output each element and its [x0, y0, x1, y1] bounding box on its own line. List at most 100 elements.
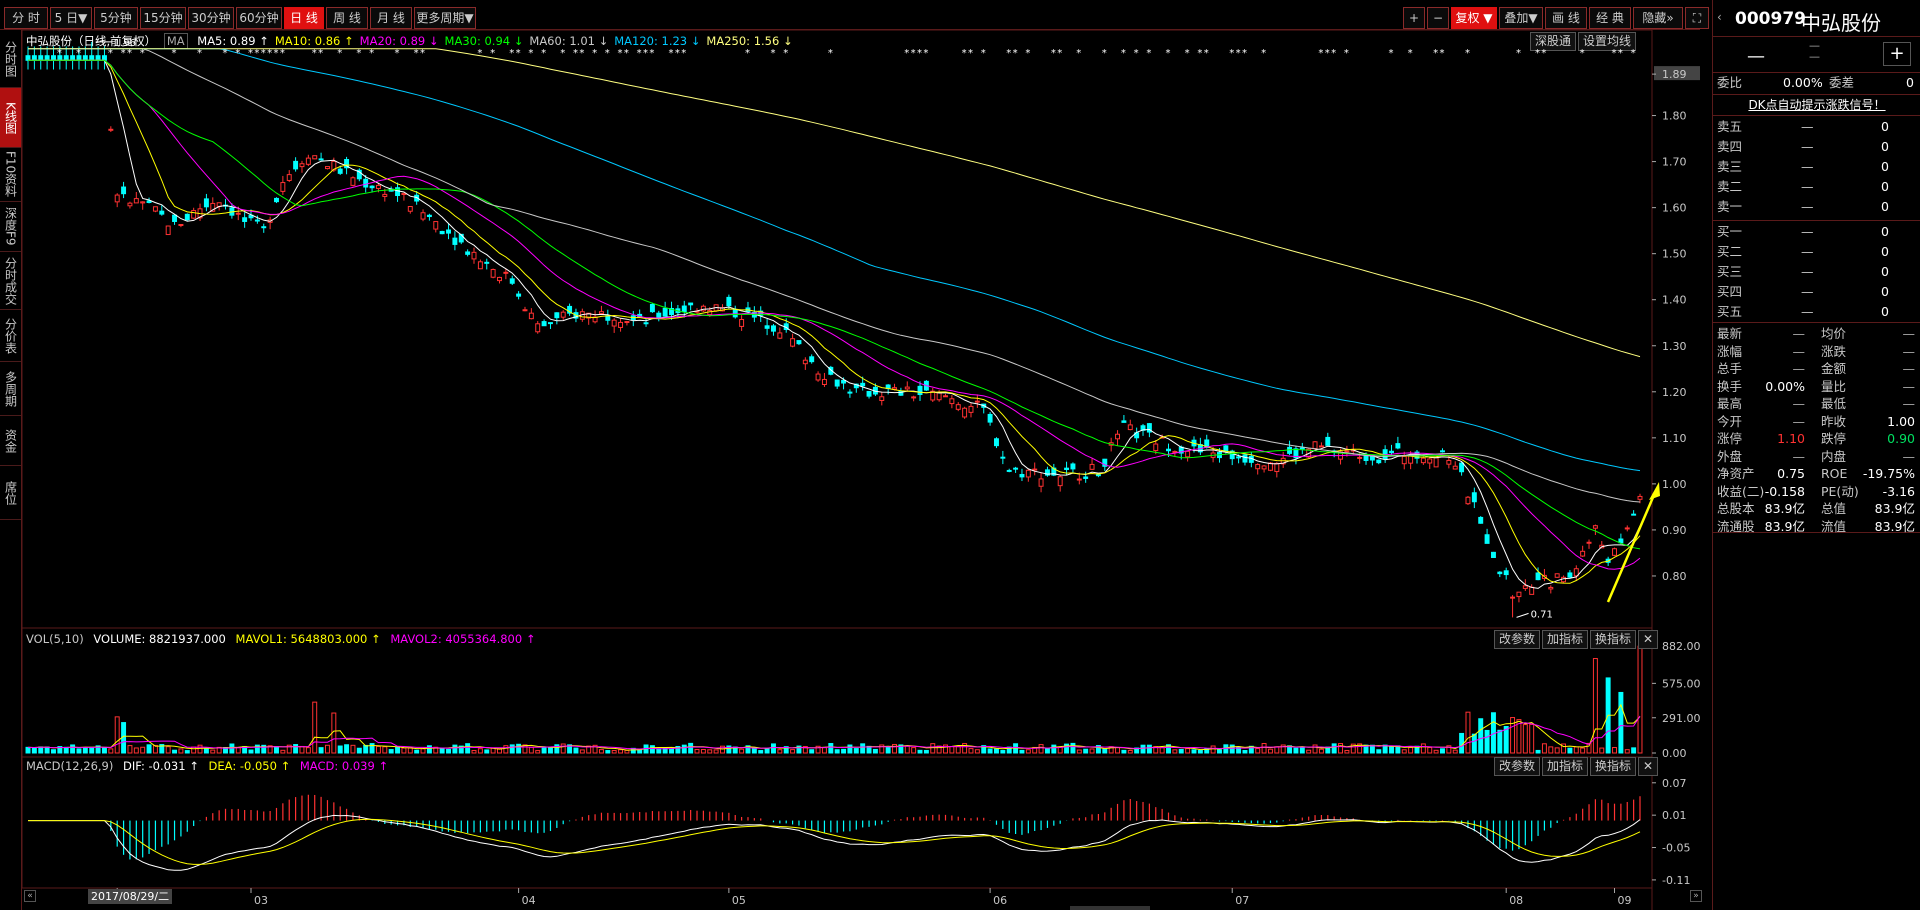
- candle-body[interactable]: [178, 223, 184, 226]
- candle-body[interactable]: [1459, 462, 1465, 473]
- period-tab-8[interactable]: 月 线: [370, 7, 412, 29]
- volume-bar[interactable]: [1510, 717, 1516, 754]
- volume-bar[interactable]: [178, 748, 184, 754]
- candle-body[interactable]: [739, 319, 745, 327]
- candle-body[interactable]: [1497, 571, 1503, 575]
- candle-body[interactable]: [624, 321, 630, 324]
- volume-bar[interactable]: [1095, 745, 1101, 754]
- volume-bar[interactable]: [254, 744, 260, 754]
- candle-body[interactable]: [293, 160, 299, 170]
- candle-body[interactable]: [911, 396, 917, 399]
- candle-body[interactable]: [1095, 474, 1101, 477]
- volume-bar[interactable]: [1433, 749, 1439, 754]
- volume-bar[interactable]: [57, 746, 63, 754]
- volume-bar[interactable]: [1242, 750, 1248, 754]
- candle-body[interactable]: [1548, 586, 1554, 590]
- volume-bar[interactable]: [968, 748, 974, 754]
- volume-bar[interactable]: [1541, 743, 1547, 754]
- volume-bar[interactable]: [286, 744, 292, 754]
- candle-body[interactable]: [44, 55, 50, 61]
- candle-body[interactable]: [815, 373, 821, 381]
- scroll-thumb[interactable]: [1070, 906, 1150, 910]
- volume-bar[interactable]: [981, 745, 987, 754]
- candle-body[interactable]: [312, 155, 318, 160]
- candle-body[interactable]: [70, 55, 76, 61]
- volume-bar[interactable]: [1427, 746, 1433, 754]
- candle-body[interactable]: [700, 305, 706, 312]
- volume-bar[interactable]: [1484, 729, 1490, 754]
- candle-body[interactable]: [821, 378, 827, 385]
- volume-bar[interactable]: [1522, 724, 1528, 754]
- volume-bar[interactable]: [76, 748, 82, 754]
- volume-bar[interactable]: [274, 746, 279, 754]
- candle-body[interactable]: [828, 366, 834, 375]
- volume-bar[interactable]: [923, 749, 929, 754]
- volume-bar[interactable]: [51, 749, 56, 754]
- candle-body[interactable]: [146, 200, 152, 203]
- candle-body[interactable]: [1089, 463, 1095, 470]
- candle-body[interactable]: [108, 128, 114, 131]
- candle-body[interactable]: [904, 386, 910, 390]
- volume-bar[interactable]: [1000, 750, 1006, 754]
- candle-body[interactable]: [274, 197, 279, 203]
- volume-bar[interactable]: [579, 749, 585, 754]
- volume-bar[interactable]: [159, 744, 165, 754]
- candle-body[interactable]: [1115, 433, 1121, 440]
- period-tab-0[interactable]: 分 时: [4, 7, 48, 29]
- scroll-left-button[interactable]: «: [24, 890, 36, 902]
- candle-body[interactable]: [1076, 478, 1082, 481]
- volume-bar[interactable]: [974, 749, 980, 754]
- candle-body[interactable]: [465, 251, 471, 255]
- candle-body[interactable]: [917, 385, 923, 396]
- fuquan-dropdown[interactable]: 复权 ▼: [1451, 7, 1497, 29]
- volume-bar[interactable]: [497, 747, 502, 754]
- candle-body[interactable]: [1420, 457, 1426, 464]
- volume-bar[interactable]: [1420, 743, 1426, 754]
- overlay-dropdown[interactable]: 叠加▼: [1499, 7, 1543, 29]
- candle-body[interactable]: [528, 312, 534, 320]
- volume-bar[interactable]: [1038, 744, 1044, 754]
- candle-body[interactable]: [892, 387, 898, 390]
- candle-body[interactable]: [426, 214, 432, 218]
- candle-body[interactable]: [369, 185, 375, 189]
- volume-bar[interactable]: [356, 747, 362, 754]
- volume-bar[interactable]: [407, 747, 413, 754]
- volume-bar[interactable]: [1529, 723, 1535, 754]
- prev-stock-icon[interactable]: ‹: [1717, 10, 1722, 24]
- candle-body[interactable]: [1223, 445, 1229, 452]
- volume-bar[interactable]: [649, 745, 655, 754]
- candle-body[interactable]: [1529, 586, 1535, 595]
- volume-bar[interactable]: [1134, 747, 1140, 754]
- left-tab-2[interactable]: F10资料: [0, 148, 21, 202]
- volume-bar[interactable]: [414, 749, 420, 754]
- left-tab-4[interactable]: 分时成交: [0, 252, 21, 310]
- candle-body[interactable]: [1064, 467, 1070, 470]
- candle-body[interactable]: [165, 225, 171, 236]
- volume-bar[interactable]: [1102, 748, 1108, 754]
- candle-body[interactable]: [1535, 572, 1541, 581]
- draw-line-button[interactable]: 画 线: [1545, 7, 1587, 29]
- candle-body[interactable]: [1146, 423, 1152, 433]
- volume-bar[interactable]: [688, 742, 694, 754]
- candle-body[interactable]: [516, 293, 522, 297]
- volume-bar[interactable]: [426, 745, 432, 754]
- candle-body[interactable]: [1274, 462, 1280, 473]
- volume-bar[interactable]: [917, 749, 923, 754]
- volume-bar[interactable]: [1280, 744, 1286, 754]
- candle-body[interactable]: [159, 210, 165, 215]
- volume-bar[interactable]: [911, 747, 917, 754]
- volume-bar[interactable]: [172, 749, 178, 754]
- candle-body[interactable]: [503, 271, 509, 274]
- volume-bar[interactable]: [1389, 746, 1394, 754]
- volume-bar[interactable]: [1312, 744, 1318, 754]
- candle-body[interactable]: [1478, 516, 1484, 524]
- candle-body[interactable]: [382, 193, 388, 197]
- candle-body[interactable]: [133, 198, 139, 204]
- volume-bar[interactable]: [1223, 744, 1229, 754]
- candle-body[interactable]: [930, 390, 936, 401]
- volume-bar[interactable]: [1140, 744, 1146, 754]
- volume-bar[interactable]: [446, 748, 451, 754]
- candle-body[interactable]: [1580, 550, 1586, 557]
- candle-body[interactable]: [191, 210, 197, 219]
- candle-body[interactable]: [1433, 457, 1439, 468]
